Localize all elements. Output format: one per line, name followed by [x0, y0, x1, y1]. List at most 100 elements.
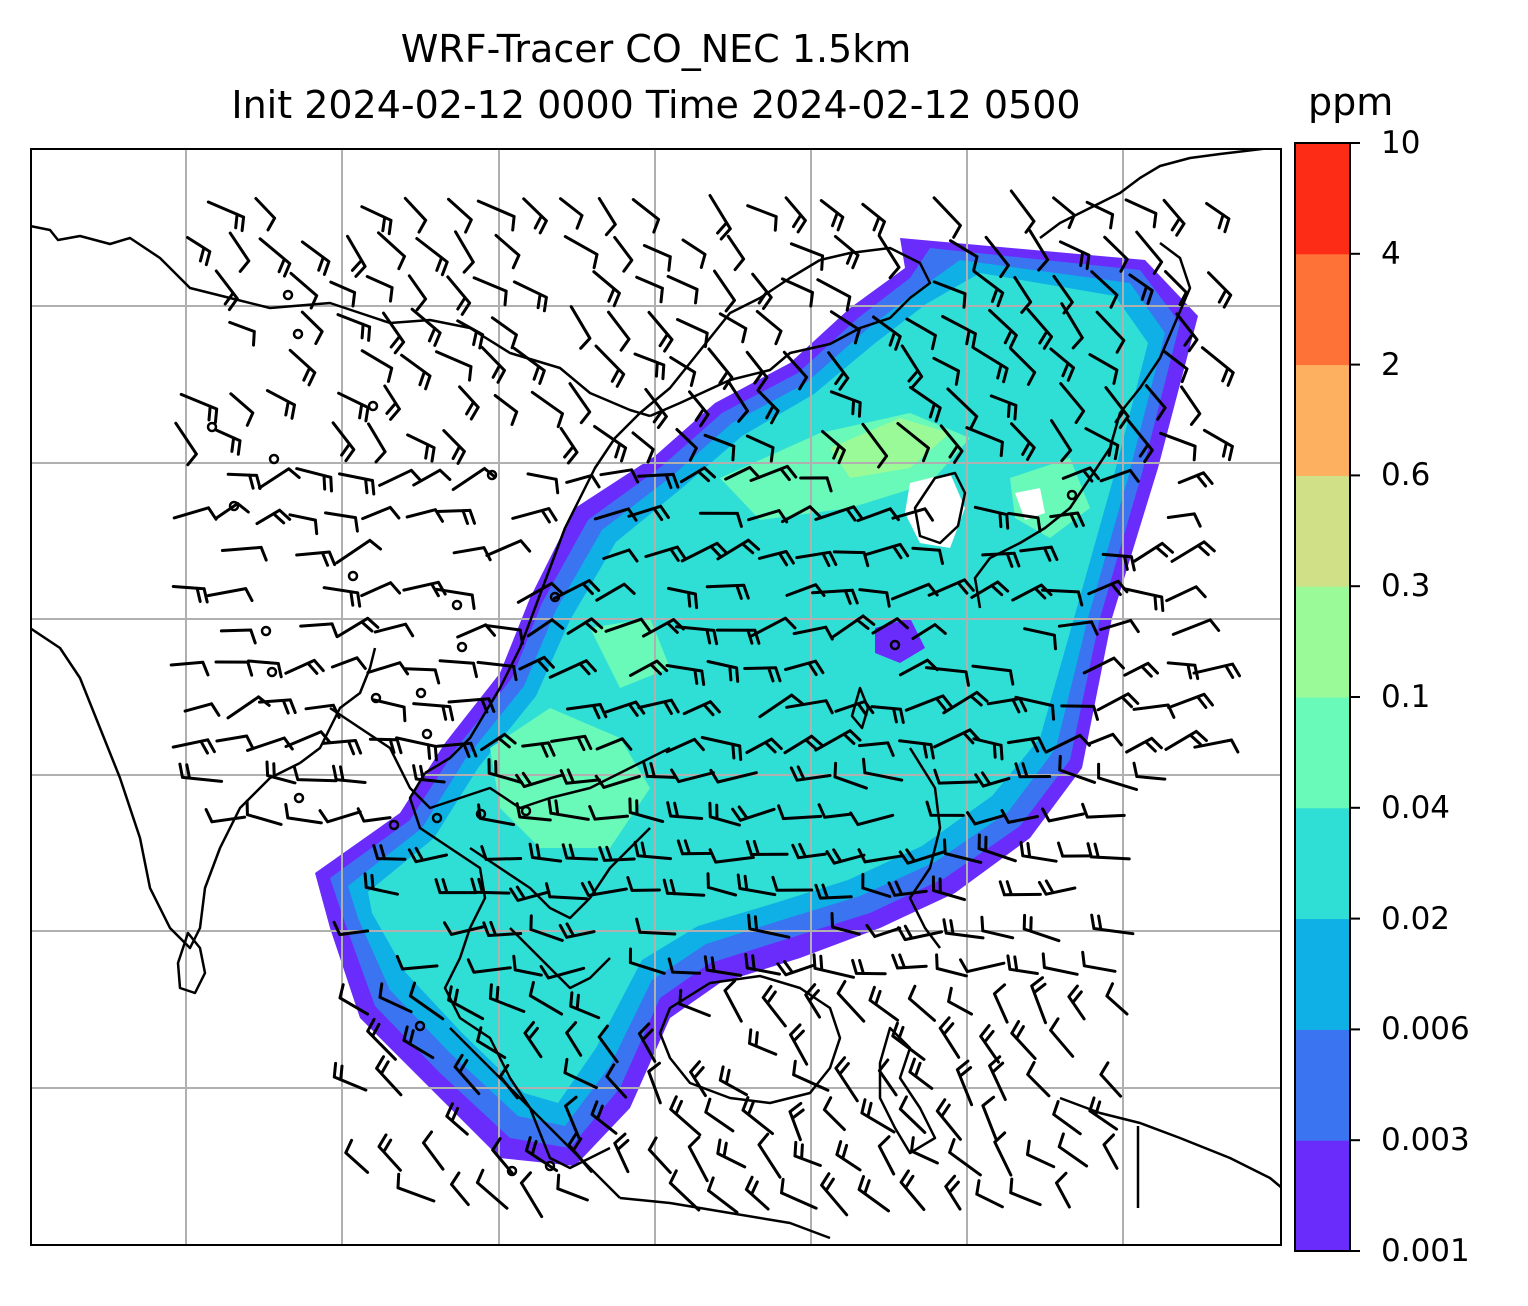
wind-barb [1202, 428, 1234, 462]
wind-barb-calm [266, 666, 278, 678]
wind-barb [1081, 950, 1117, 973]
wind-barb [667, 957, 702, 975]
wind-barb [1144, 384, 1167, 421]
wind-barb [1170, 540, 1216, 563]
wind-barb [215, 734, 255, 750]
wind-barb [332, 1061, 368, 1092]
wind-barb [490, 316, 518, 350]
wind-barb [329, 280, 357, 308]
colorbar-tick-label: 0.1 [1381, 679, 1431, 715]
wind-barb [726, 379, 749, 423]
wind-barb [1061, 466, 1100, 483]
wind-barb [626, 876, 661, 892]
wind-barb [989, 394, 1018, 421]
wind-barb [412, 764, 446, 784]
wind-barb-calm [889, 639, 901, 651]
wind-barb [971, 664, 1015, 686]
wind-barb [829, 310, 861, 345]
wind-barb [698, 511, 743, 528]
wind-barb [566, 617, 604, 635]
wind-barb [519, 1171, 544, 1219]
wind-barb [565, 473, 601, 489]
wind-barb [666, 801, 704, 820]
wind-barb [321, 739, 363, 756]
wind-barb [749, 464, 798, 482]
wind-barb [757, 550, 795, 567]
wind-barb [647, 1136, 672, 1174]
wind-barb [1122, 587, 1165, 612]
wind-barb [228, 320, 256, 347]
wind-barb [900, 344, 924, 389]
wind-barb [1055, 1171, 1071, 1209]
coastline-philippines [908, 747, 942, 949]
wind-barb [1125, 736, 1163, 754]
wind-barb [558, 922, 596, 939]
wind-barb [245, 799, 283, 826]
wind-barb [1067, 984, 1086, 1021]
wind-barb [700, 736, 743, 761]
wind-barb [1180, 385, 1202, 426]
wind-barb [986, 697, 1028, 714]
wind-barb [169, 660, 210, 677]
wind-barb [771, 875, 814, 892]
wind-barb-calm [367, 400, 379, 412]
wind-barb [836, 980, 866, 1023]
wind-barb [498, 1063, 519, 1100]
wind-barb [833, 761, 868, 790]
wind-barb [337, 391, 370, 423]
wind-barb [458, 385, 480, 421]
wind-barb [569, 991, 601, 1020]
wind-barb [744, 1175, 770, 1211]
wind-barb [905, 317, 937, 351]
wind-barb [1159, 431, 1197, 462]
wind-barb [1030, 976, 1047, 1025]
wind-barb-calm [347, 570, 359, 582]
wind-barb [965, 426, 1004, 458]
wind-barb [366, 661, 410, 676]
wind-barb [716, 538, 761, 561]
wind-barb [726, 234, 746, 272]
tracer-hole-b [875, 618, 925, 663]
wind-barb [1200, 346, 1235, 387]
wind-barb [793, 1140, 822, 1167]
wind-barb [368, 737, 403, 755]
wind-barb-calm [388, 819, 400, 831]
wind-barb [588, 805, 629, 821]
wind-barb [820, 1172, 849, 1217]
wind-barb [939, 424, 964, 464]
wind-barb [667, 586, 699, 610]
wind-barb [898, 1095, 927, 1134]
wind-barb [891, 1021, 926, 1061]
colorbar-swatch [1295, 1029, 1350, 1141]
wind-barb-calm [206, 421, 218, 433]
wind-barb [984, 235, 1010, 279]
wind-barb [1097, 762, 1138, 791]
wind-barb [627, 504, 670, 522]
wind-barb [400, 353, 432, 391]
wind-barb [955, 1059, 974, 1107]
coastline-malay [538, 1132, 611, 1170]
wind-barb [973, 505, 1010, 530]
wind-barb [972, 269, 1005, 308]
wind-barb [1099, 468, 1140, 483]
wind-barb [1081, 802, 1126, 819]
wind-barb [258, 467, 301, 490]
wind-barb [521, 741, 556, 758]
wind-barb [718, 1065, 748, 1097]
wind-barb [435, 508, 476, 525]
wind-barb [295, 550, 337, 567]
wind-barb [1162, 350, 1189, 384]
coastline-new-guinea [1059, 1096, 1282, 1189]
wind-barb [795, 550, 838, 568]
tracer-patch-e [590, 618, 670, 688]
wind-barb [675, 625, 719, 646]
coastline-northern-rim [30, 224, 651, 418]
wind-barb [861, 872, 892, 898]
wind-barb [566, 703, 608, 720]
wind-barb [292, 765, 338, 783]
wind-barb [407, 274, 428, 312]
wind-barb [522, 197, 548, 235]
wind-barb [792, 625, 834, 641]
wind-barb [781, 505, 822, 524]
wind-barb [1105, 982, 1129, 1016]
